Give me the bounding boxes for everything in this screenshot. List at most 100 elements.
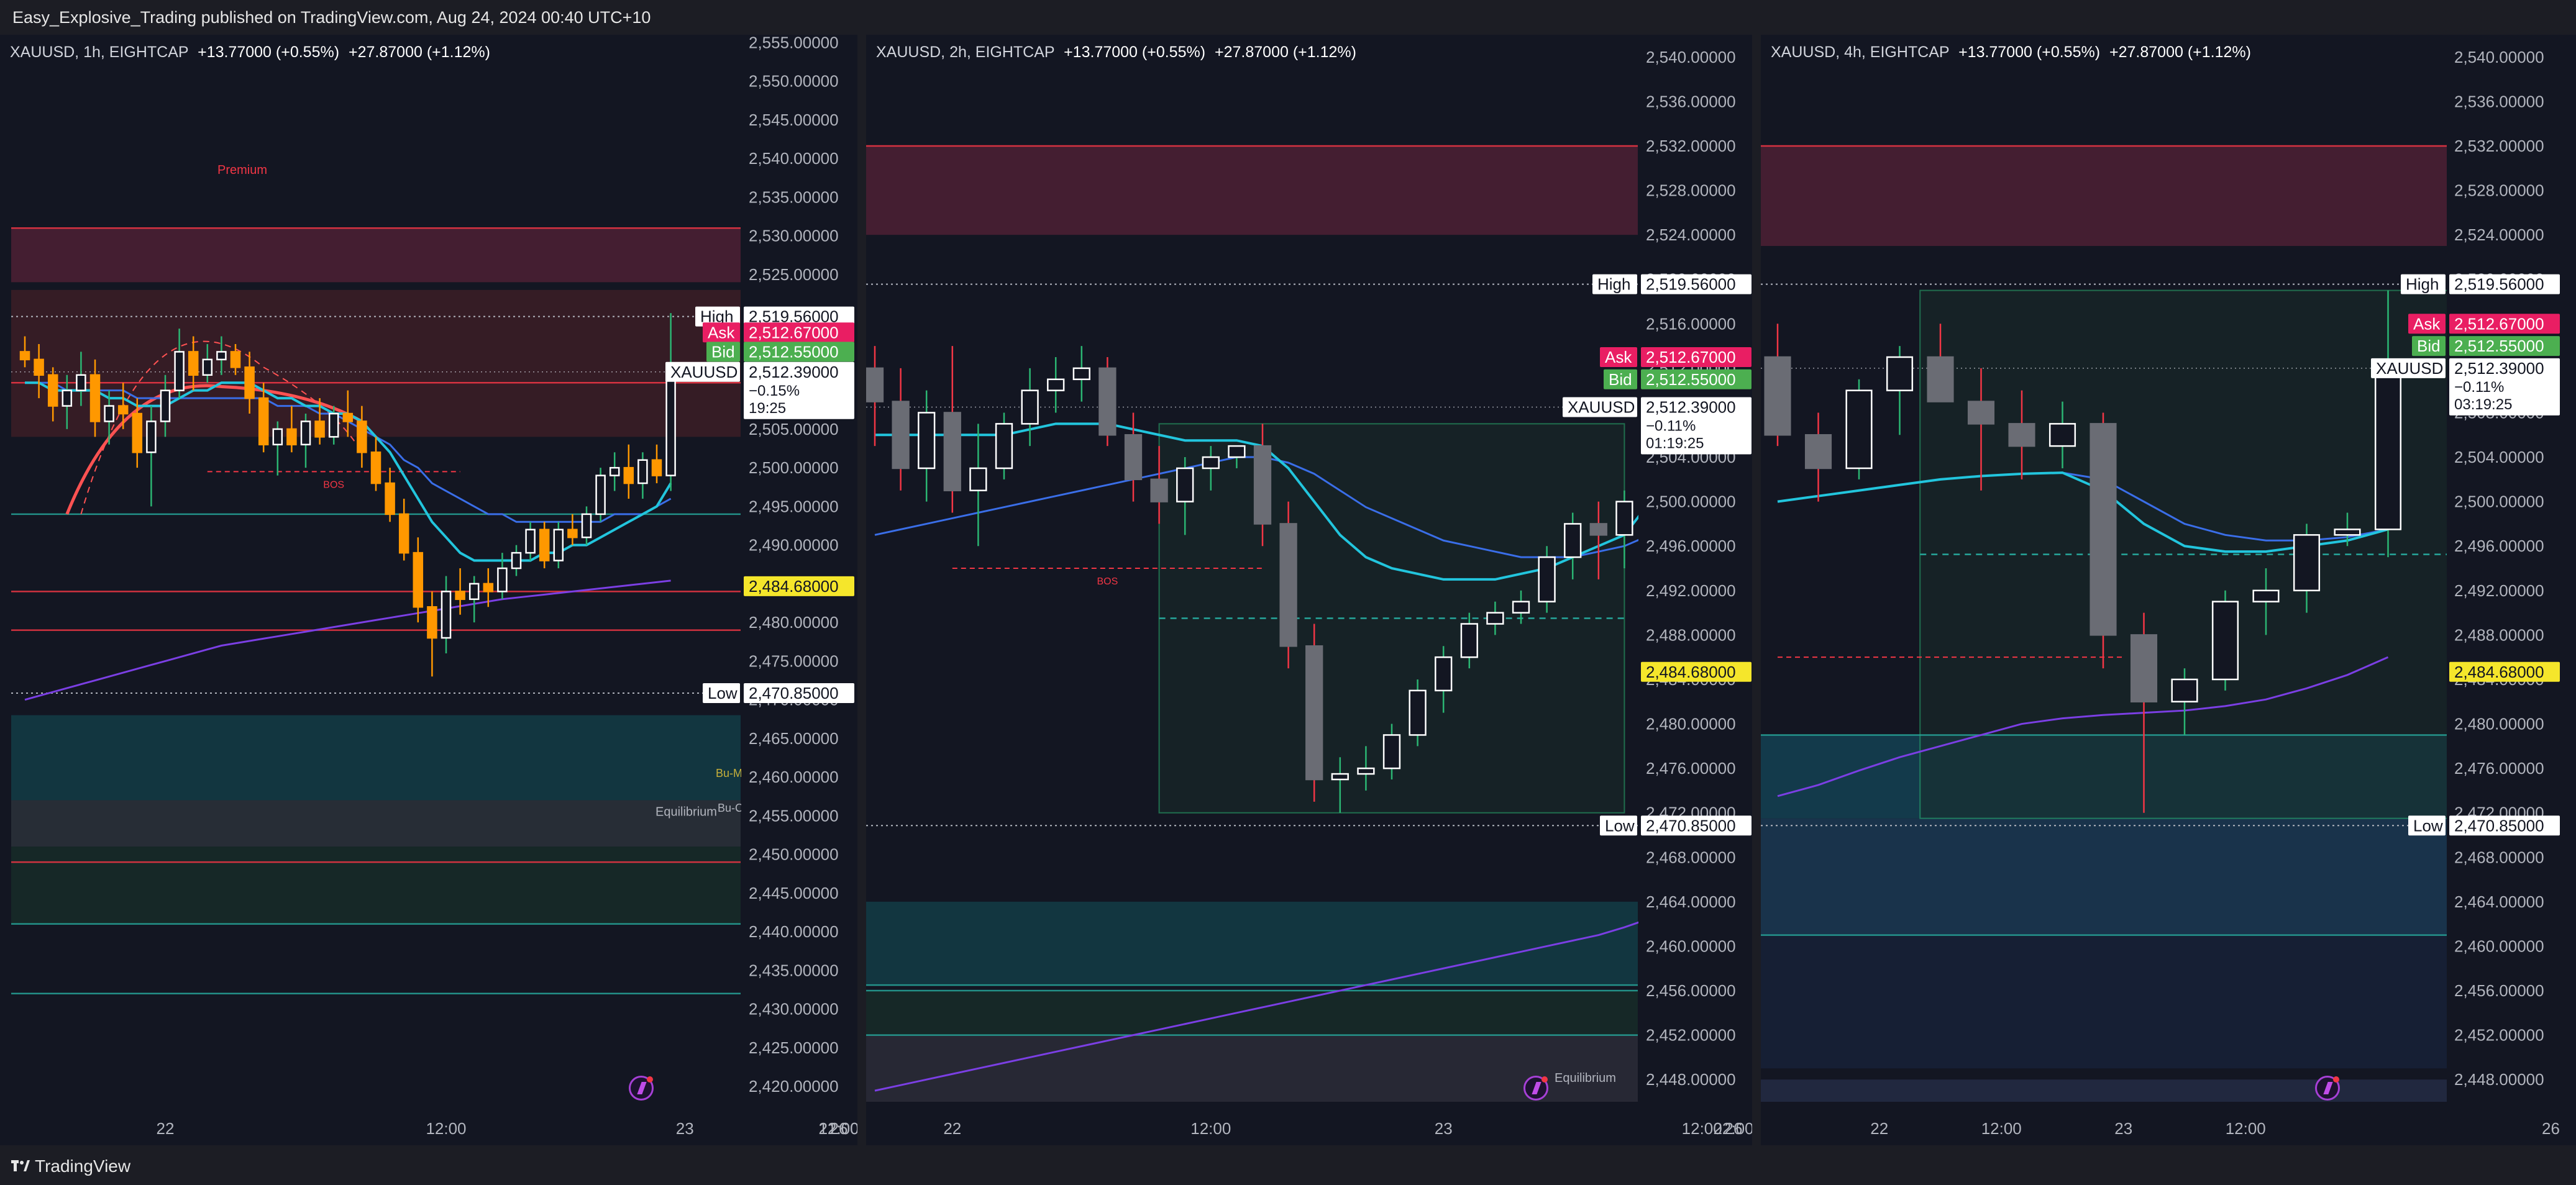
candle-body bbox=[995, 423, 1013, 470]
candle-body bbox=[427, 606, 437, 639]
chart-pane-1h[interactable]: BOS Premium Equilibrium Bu-M Bu-C 2,420.00000… bbox=[0, 35, 857, 1145]
candle-body bbox=[2048, 423, 2076, 447]
last-price-pct: −0.15% bbox=[749, 383, 800, 399]
x-tick-label: 22 bbox=[1870, 1119, 1888, 1138]
bar-timer: 03:19:25 bbox=[2454, 396, 2512, 413]
chart-svg: BOS Equilibrium 2,448.00000 2,452.00000 2,45… bbox=[866, 35, 1752, 1145]
candle bbox=[47, 367, 58, 422]
candle bbox=[623, 444, 634, 499]
candle-body bbox=[2008, 423, 2035, 447]
chart-pane-4h[interactable]: 2,448.00000 2,452.00000 2,456.00000 2,460.0… bbox=[1761, 35, 2576, 1145]
candle bbox=[567, 514, 578, 545]
candle-body bbox=[1967, 401, 1995, 425]
candle-body bbox=[62, 389, 73, 407]
candle bbox=[357, 406, 367, 468]
candle bbox=[2293, 524, 2321, 613]
x-tick-label: 22 bbox=[943, 1119, 961, 1138]
bos-label: BOS bbox=[1097, 576, 1118, 587]
symbol-label-tag-bg bbox=[1563, 397, 1637, 417]
candle-body bbox=[1021, 389, 1039, 425]
y-tick-label: 2,528.00000 bbox=[1646, 181, 1736, 200]
candle bbox=[2374, 290, 2402, 558]
candle-body bbox=[539, 529, 550, 561]
y-tick-label: 2,465.00000 bbox=[749, 729, 839, 748]
candle-body bbox=[1305, 645, 1323, 781]
footer-brand[interactable]: TradingView bbox=[35, 1156, 131, 1176]
low-value-tag-bg bbox=[744, 683, 854, 704]
x-tick-label: 12:00 bbox=[1190, 1119, 1231, 1138]
lightning-icon[interactable] bbox=[629, 1076, 654, 1101]
x-tick-label: 26 bbox=[1725, 1119, 1743, 1138]
candle-body bbox=[34, 358, 44, 376]
candle-body bbox=[1589, 523, 1607, 536]
y-tick-label: 2,456.00000 bbox=[2454, 981, 2544, 1000]
x-tick-label: 12:00 bbox=[426, 1119, 466, 1138]
candle bbox=[1176, 457, 1194, 535]
y-tick-label: 2,448.00000 bbox=[2454, 1070, 2544, 1089]
candle bbox=[2090, 412, 2117, 669]
candle-body bbox=[1098, 367, 1117, 436]
bar-timer: 19:25 bbox=[749, 400, 786, 417]
candle-body bbox=[483, 583, 494, 592]
symbol-label-tag: XAUUSD bbox=[1563, 397, 1637, 417]
y-tick-label: 2,452.00000 bbox=[2454, 1026, 2544, 1045]
x-tick-label: 26 bbox=[830, 1119, 848, 1138]
candle-body bbox=[468, 583, 480, 601]
last-price-block: 2,512.39000−0.11%01:19:25 bbox=[1641, 397, 1752, 455]
lightning-icon[interactable] bbox=[1523, 1076, 1548, 1101]
pane-divider[interactable] bbox=[857, 35, 866, 1145]
candle-body bbox=[216, 351, 227, 361]
y-tick-label: 2,555.00000 bbox=[749, 35, 839, 52]
candle bbox=[866, 346, 884, 447]
chart-pane-2h[interactable]: BOS Equilibrium 2,448.00000 2,452.00000 2,45… bbox=[866, 35, 1752, 1145]
publish-note: Easy_Explosive_Trading published on Trad… bbox=[12, 8, 651, 27]
zone-3 bbox=[866, 1035, 1638, 1102]
candle bbox=[272, 421, 283, 476]
footer: TradingView bbox=[0, 1149, 2576, 1185]
candle-body bbox=[174, 351, 185, 391]
pane-title: XAUUSD, 1h, EIGHTCAP +13.77000 (+0.55%) … bbox=[10, 43, 490, 61]
ask-value-tag-bg bbox=[744, 322, 854, 343]
y-tick-label: 2,464.00000 bbox=[1646, 892, 1736, 911]
bid-value-tag: 2,512.55000 bbox=[2449, 336, 2560, 356]
candle-body bbox=[665, 374, 676, 476]
candle bbox=[1615, 490, 1633, 568]
y-tick-label: 2,490.00000 bbox=[749, 536, 839, 555]
y-tick-label: 2,525.00000 bbox=[749, 265, 839, 284]
candle bbox=[511, 545, 522, 576]
candle-body bbox=[47, 374, 58, 407]
candle bbox=[2048, 401, 2076, 468]
candle bbox=[230, 343, 241, 375]
candle bbox=[918, 390, 936, 502]
candle-body bbox=[2090, 423, 2117, 636]
candle bbox=[969, 424, 987, 547]
candle-body bbox=[117, 405, 129, 415]
zone-3 bbox=[1761, 935, 2447, 1069]
y-tick-label: 2,456.00000 bbox=[1646, 981, 1736, 1000]
ask-value-tag-text: 2,512.67000 bbox=[749, 323, 839, 342]
ask-label-tag-text: Ask bbox=[1605, 348, 1632, 366]
chart-svg: BOS Premium Equilibrium Bu-M Bu-C 2,420.00000… bbox=[11, 35, 857, 1145]
y-tick-label: 2,445.00000 bbox=[749, 884, 839, 902]
bid-value-tag-text: 2,512.55000 bbox=[2454, 337, 2544, 355]
y-tick-label: 2,480.00000 bbox=[749, 613, 839, 632]
level-value-tag-text: 2,484.68000 bbox=[1646, 663, 1736, 681]
candle-body bbox=[1331, 773, 1349, 781]
y-tick-label: 2,496.00000 bbox=[1646, 537, 1736, 555]
candle bbox=[1253, 424, 1272, 547]
high-value-tag-text: 2,519.56000 bbox=[2454, 275, 2544, 294]
candle-body bbox=[2252, 589, 2280, 602]
candle bbox=[104, 390, 114, 445]
bid-value-tag: 2,512.55000 bbox=[744, 342, 854, 362]
candle-body bbox=[1512, 601, 1530, 614]
candle-body bbox=[342, 412, 354, 422]
candle-body bbox=[525, 529, 536, 554]
lightning-icon[interactable] bbox=[2315, 1076, 2340, 1101]
pane-divider[interactable] bbox=[1752, 35, 1761, 1145]
candle bbox=[1804, 412, 1832, 502]
candle-body bbox=[581, 513, 592, 538]
level-value-tag-text: 2,484.68000 bbox=[2454, 663, 2544, 681]
y-tick-label: 2,524.00000 bbox=[1646, 225, 1736, 244]
level-value-tag-bg bbox=[744, 576, 854, 596]
y-tick-label: 2,468.00000 bbox=[2454, 848, 2544, 866]
